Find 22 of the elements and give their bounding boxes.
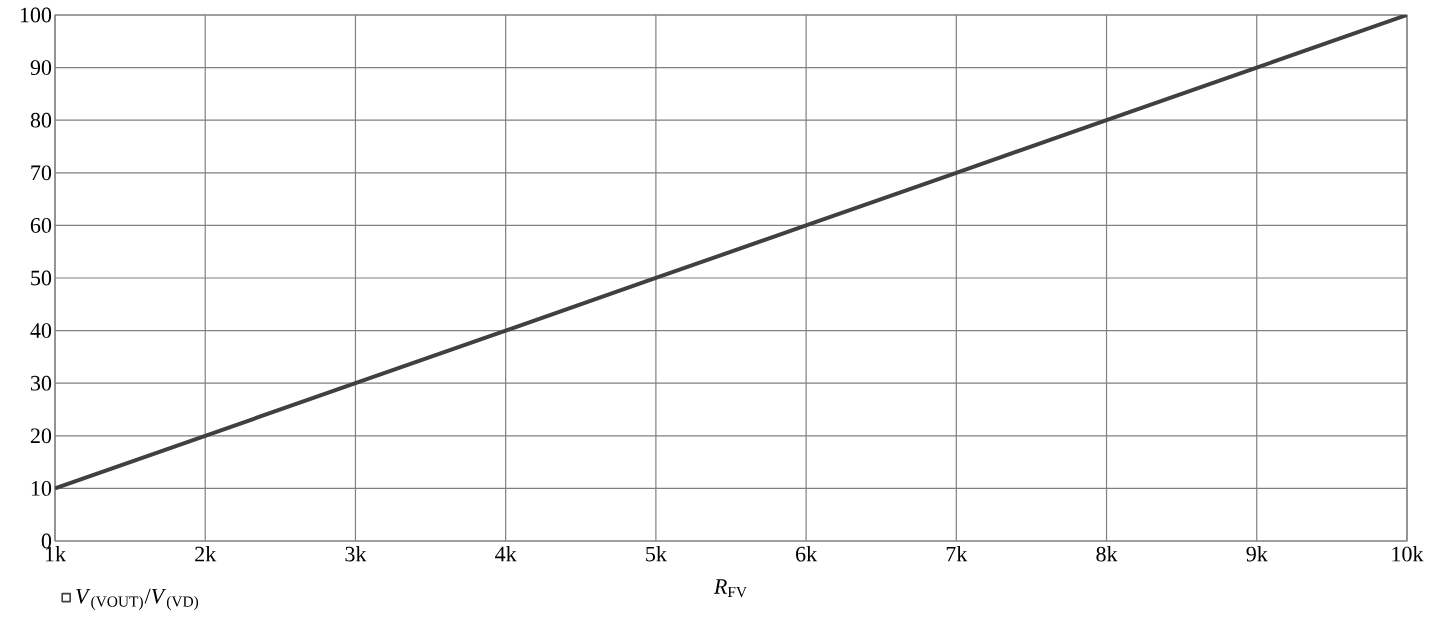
y-tick-label: 30 <box>31 375 52 391</box>
x-tick-label: 8k <box>1096 546 1118 562</box>
x-tick-label: 9k <box>1246 546 1268 562</box>
x-tick-label: 10k <box>1392 546 1424 562</box>
y-tick-label: 40 <box>30 323 52 339</box>
x-tick-label: 6k <box>796 546 818 562</box>
y-tick-label: 50 <box>31 270 52 286</box>
y-tick-label: 10 <box>31 480 52 496</box>
y-tick-label: 90 <box>30 60 52 76</box>
y-tick-label: 20 <box>30 428 52 444</box>
y-tick-label: 80 <box>30 112 52 128</box>
legend-label: V$_{(VOUT)}$/V$_{(VD)}$ <box>76 588 199 610</box>
x-tick-label: 2k <box>195 546 217 562</box>
x-tick-label: 4k <box>495 546 517 562</box>
y-tick-label: 60 <box>30 217 52 233</box>
x-axis-title: R$_{FV}$ <box>713 579 747 598</box>
x-tick-label: 7k <box>946 546 968 562</box>
line-series <box>55 14 1407 491</box>
x-tick-label: 5k <box>646 546 667 562</box>
y-tick-label: 100 <box>20 7 52 23</box>
y-tick-label: 70 <box>31 165 52 181</box>
x-tick-label: 3k <box>345 546 367 562</box>
